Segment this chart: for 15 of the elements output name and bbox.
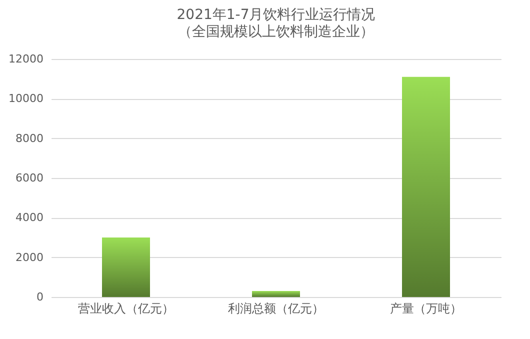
bar: [252, 291, 300, 297]
y-tick-label: 4000: [16, 211, 44, 224]
x-tick-label: 产量（万吨）: [390, 302, 462, 316]
y-tick-label: 12000: [8, 52, 44, 66]
x-tick-label: 营业收入（亿元）: [78, 302, 174, 316]
chart-subtitle: （全国规模以上饮料制造企业）: [178, 24, 374, 40]
x-tick-label: 利润总额（亿元）: [228, 302, 324, 316]
y-tick-label: 10000: [8, 92, 44, 106]
bar: [402, 76, 450, 297]
y-tick-label: 0: [36, 290, 44, 304]
y-tick-label: 8000: [16, 132, 44, 145]
bar: [102, 238, 150, 297]
y-tick-label: 2000: [16, 250, 44, 264]
chart-title: 2021年1-7月饮料行业运行情况: [176, 7, 376, 23]
y-tick-label: 6000: [16, 172, 44, 184]
